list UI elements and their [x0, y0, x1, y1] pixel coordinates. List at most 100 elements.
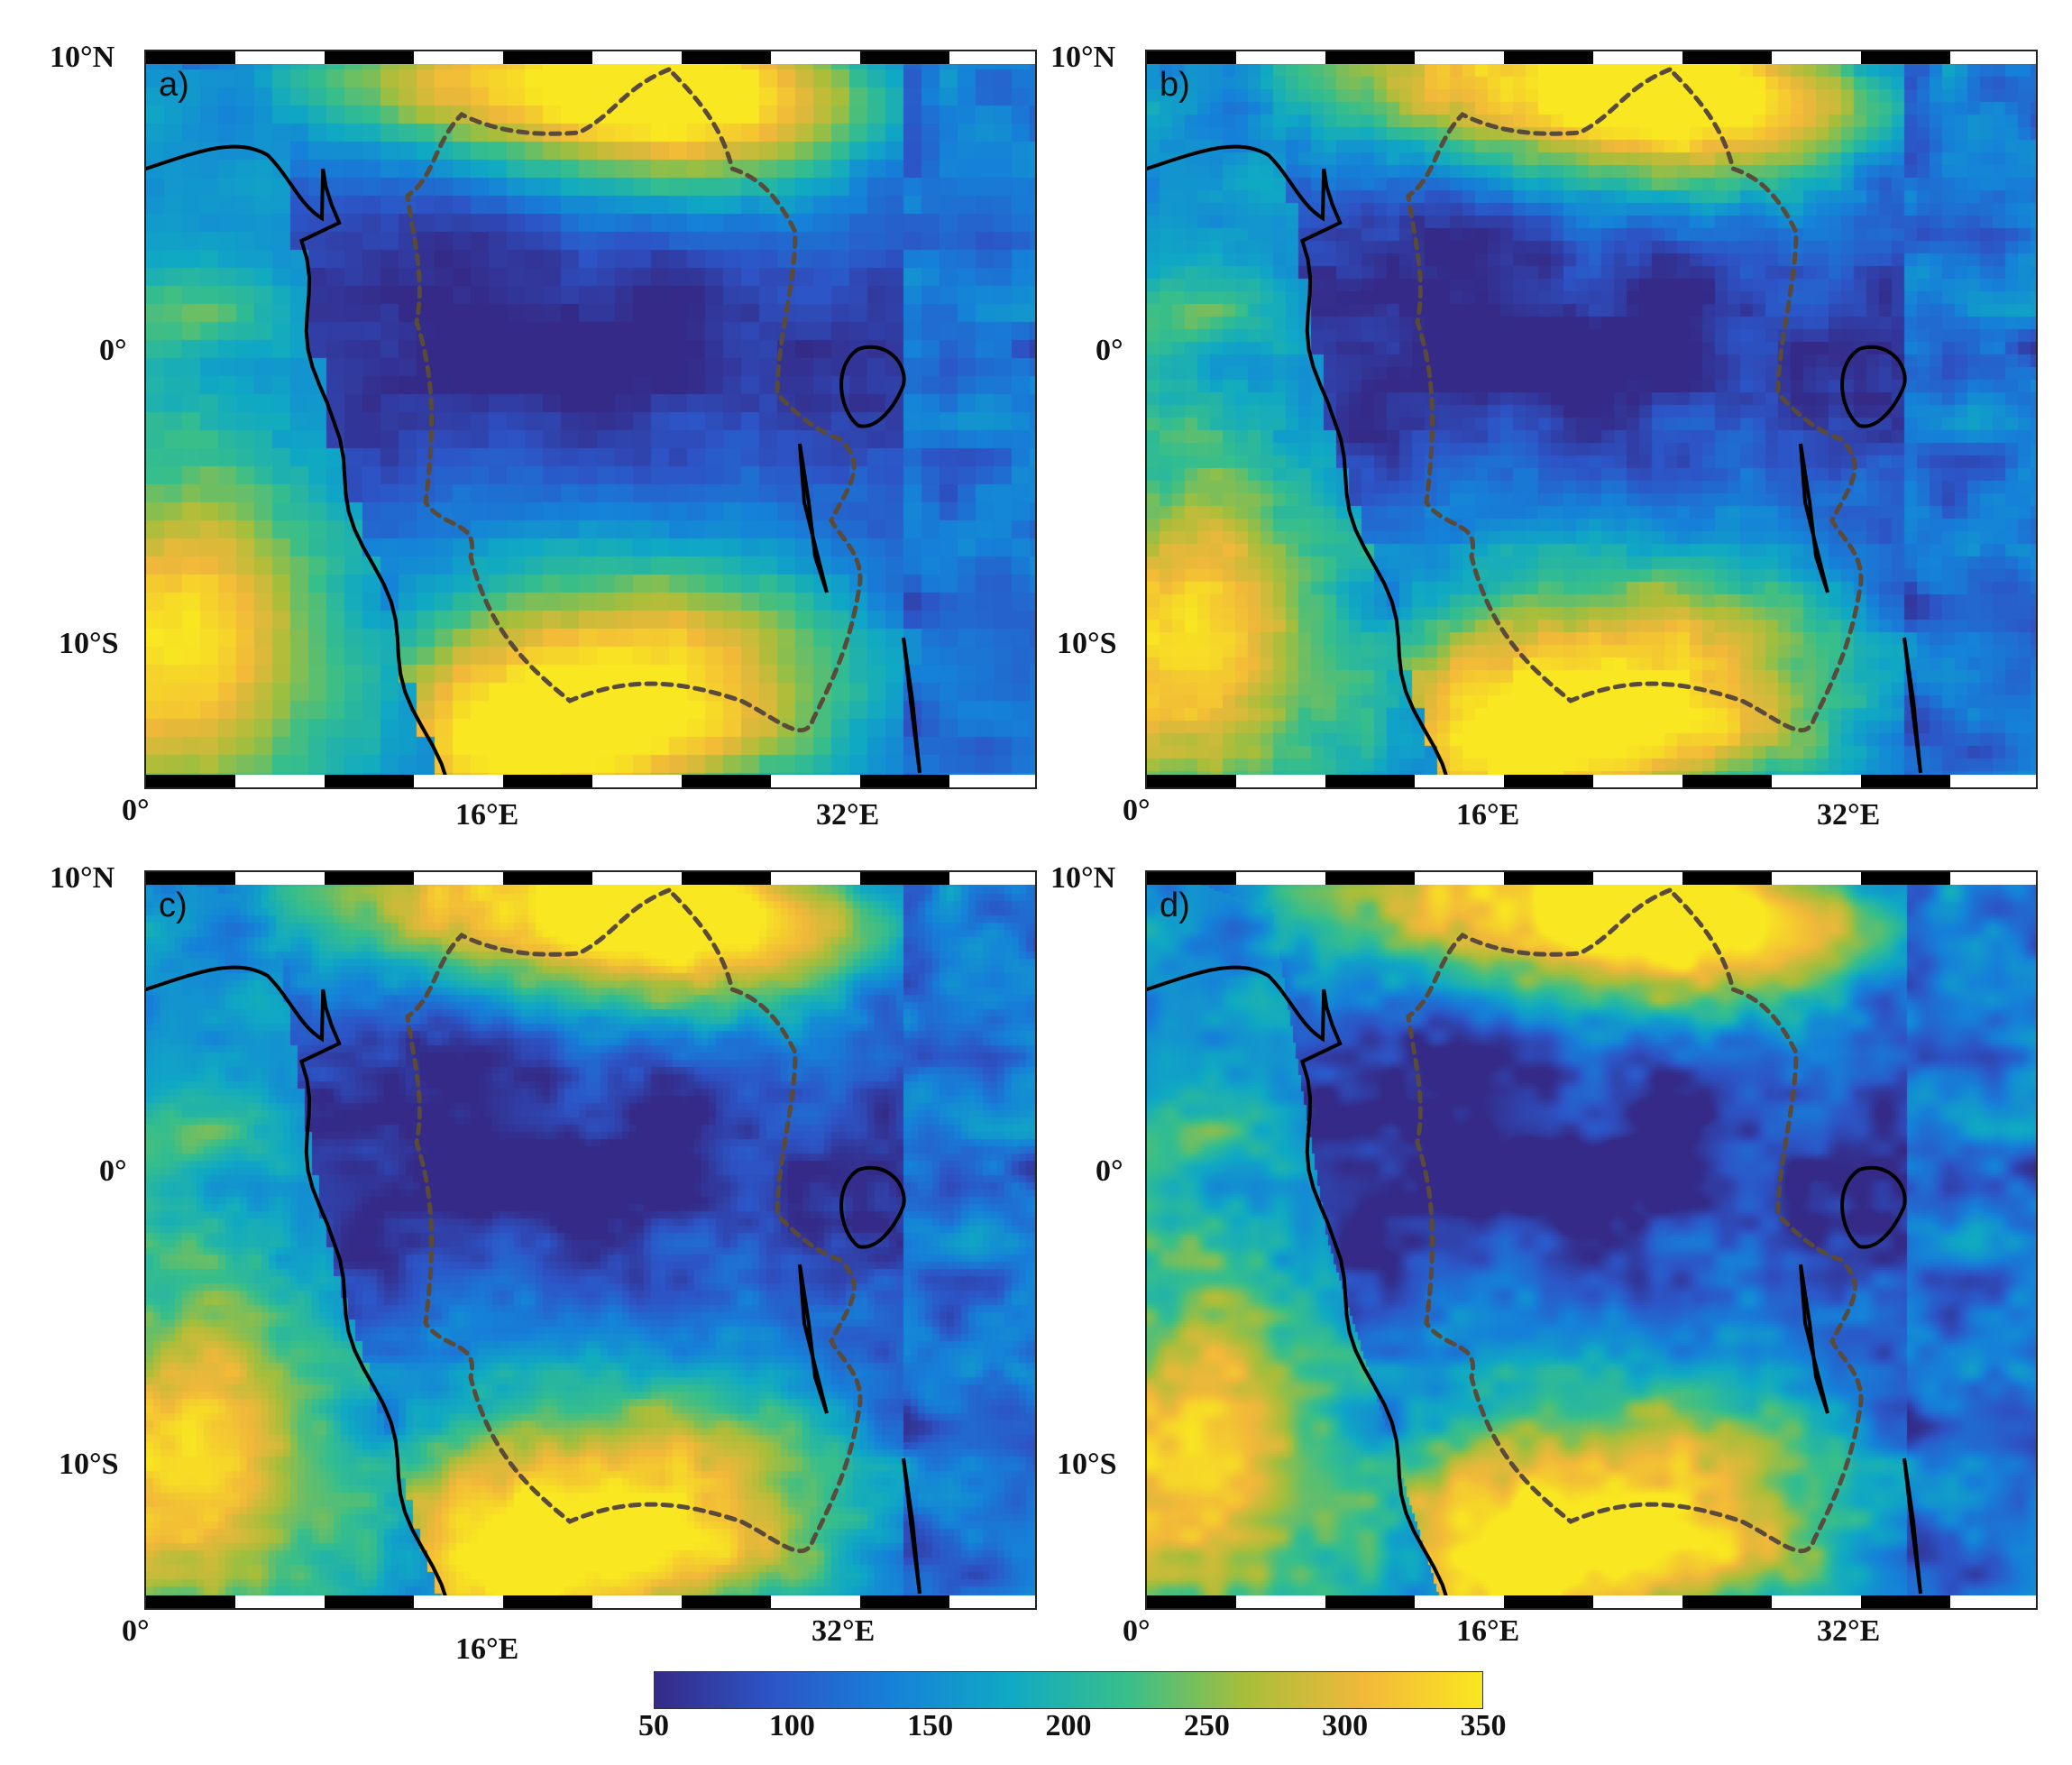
- lat-label-10s: 10°S: [59, 1448, 119, 1481]
- frame-tick-segment: [1147, 51, 1236, 64]
- lat-label-10n: 10°N: [1050, 861, 1116, 895]
- coastline: [1147, 965, 1451, 1604]
- coastline: [1147, 144, 1451, 784]
- frame-tick-segment: [1325, 1595, 1415, 1608]
- frame-tick-segment: [860, 775, 949, 787]
- panel-label: a): [159, 66, 189, 104]
- frame-tick-segment: [503, 51, 592, 64]
- lake-malawi: [1902, 637, 1922, 774]
- coastline: [146, 144, 450, 784]
- frame-tick-segment: [1772, 872, 1861, 885]
- colorbar-tick-label: 250: [1183, 1709, 1230, 1742]
- frame-tick-segment: [592, 1595, 682, 1608]
- frame-tick-segment: [1415, 51, 1504, 64]
- colorbar-tick-label: 100: [768, 1709, 815, 1742]
- frame-tick-segment: [771, 775, 860, 787]
- frame-tick-segment: [1415, 872, 1504, 885]
- frame-tick-segment: [1682, 872, 1772, 885]
- field-raster: [1147, 51, 2036, 787]
- frame-tick-segment: [1593, 1595, 1682, 1608]
- lon-label-0: 0°: [122, 1614, 150, 1648]
- lake-victoria: [839, 1165, 906, 1249]
- frame-tick-segment: [682, 1595, 771, 1608]
- frame-tick-segment: [1861, 872, 1950, 885]
- frame-tick-segment: [860, 51, 949, 64]
- frame-tick-segment: [592, 775, 682, 787]
- frame-tick-segment: [1147, 775, 1236, 787]
- frame-tick-segment: [592, 51, 682, 64]
- frame-tick-segment: [860, 872, 949, 885]
- frame-tick-segment: [1682, 775, 1772, 787]
- frame-tick-segment: [414, 775, 503, 787]
- panel-label: b): [1160, 66, 1190, 104]
- frame-tick-segment: [1236, 775, 1325, 787]
- frame-tick-segment: [414, 1595, 503, 1608]
- lat-label-10s: 10°S: [1057, 627, 1117, 660]
- colorbar-tick-label: 50: [638, 1709, 669, 1742]
- frame-tick-segment: [1236, 872, 1325, 885]
- lon-label-0: 0°: [122, 794, 150, 827]
- frame-ticks-top: [146, 872, 1035, 885]
- frame-ticks-bottom: [1147, 775, 2036, 787]
- lat-label-10n: 10°N: [50, 861, 115, 895]
- frame-ticks-bottom: [146, 1595, 1035, 1608]
- frame-tick-segment: [1950, 51, 2036, 64]
- lat-label-10n: 10°N: [1050, 41, 1116, 74]
- frame-tick-segment: [949, 1595, 1035, 1608]
- outline-layer: [146, 67, 921, 784]
- outline-layer: [1147, 887, 1922, 1604]
- frame-tick-segment: [414, 872, 503, 885]
- frame-tick-segment: [146, 1595, 235, 1608]
- frame-tick-segment: [1682, 51, 1772, 64]
- lon-label-0: 0°: [1123, 1614, 1151, 1648]
- outline-layer: [146, 887, 921, 1604]
- frame-ticks-bottom: [146, 775, 1035, 787]
- lon-label-0: 0°: [1123, 794, 1151, 827]
- frame-tick-segment: [1772, 1595, 1861, 1608]
- lat-label-10s: 10°S: [59, 627, 119, 660]
- frame-tick-segment: [682, 51, 771, 64]
- frame-tick-segment: [1950, 775, 2036, 787]
- frame-tick-segment: [1504, 872, 1593, 885]
- frame-tick-segment: [1950, 1595, 2036, 1608]
- frame-tick-segment: [1861, 1595, 1950, 1608]
- lake-malawi: [902, 637, 921, 774]
- field-raster: [146, 51, 1035, 787]
- frame-tick-segment: [949, 872, 1035, 885]
- frame-tick-segment: [1593, 872, 1682, 885]
- basin-boundary: [405, 67, 863, 733]
- frame-tick-segment: [1682, 1595, 1772, 1608]
- colorbar-tick-label: 300: [1322, 1709, 1369, 1742]
- lake-victoria: [1840, 345, 1907, 428]
- frame-tick-segment: [1415, 775, 1504, 787]
- frame-tick-segment: [682, 775, 771, 787]
- frame-tick-segment: [503, 1595, 592, 1608]
- panel-label: c): [159, 887, 188, 924]
- frame-ticks-bottom: [1147, 1595, 2036, 1608]
- frame-tick-segment: [1325, 51, 1415, 64]
- frame-tick-segment: [1593, 51, 1682, 64]
- colorbar: [654, 1671, 1483, 1709]
- frame-tick-segment: [325, 1595, 414, 1608]
- frame-ticks-top: [146, 51, 1035, 64]
- lake-malawi: [1902, 1457, 1922, 1595]
- lon-label-32e: 32°E: [1817, 1614, 1881, 1648]
- frame-tick-segment: [949, 51, 1035, 64]
- frame-tick-segment: [325, 872, 414, 885]
- basin-boundary: [1406, 67, 1864, 733]
- lon-label-16e: 16°E: [1456, 798, 1520, 832]
- outline-layer: [1147, 67, 1922, 784]
- lake-tanganyika: [1799, 443, 1829, 593]
- frame-tick-segment: [1504, 1595, 1593, 1608]
- colorbar-tick-label: 150: [907, 1709, 954, 1742]
- panel-label: d): [1160, 887, 1190, 924]
- frame-tick-segment: [949, 775, 1035, 787]
- lat-label-eq: 0°: [99, 334, 127, 367]
- frame-tick-segment: [1415, 1595, 1504, 1608]
- frame-tick-segment: [146, 51, 235, 64]
- lake-tanganyika: [798, 1264, 829, 1414]
- lake-victoria: [839, 345, 906, 428]
- frame-tick-segment: [1325, 872, 1415, 885]
- map-panel-d: d): [1145, 870, 2038, 1610]
- frame-tick-segment: [235, 51, 325, 64]
